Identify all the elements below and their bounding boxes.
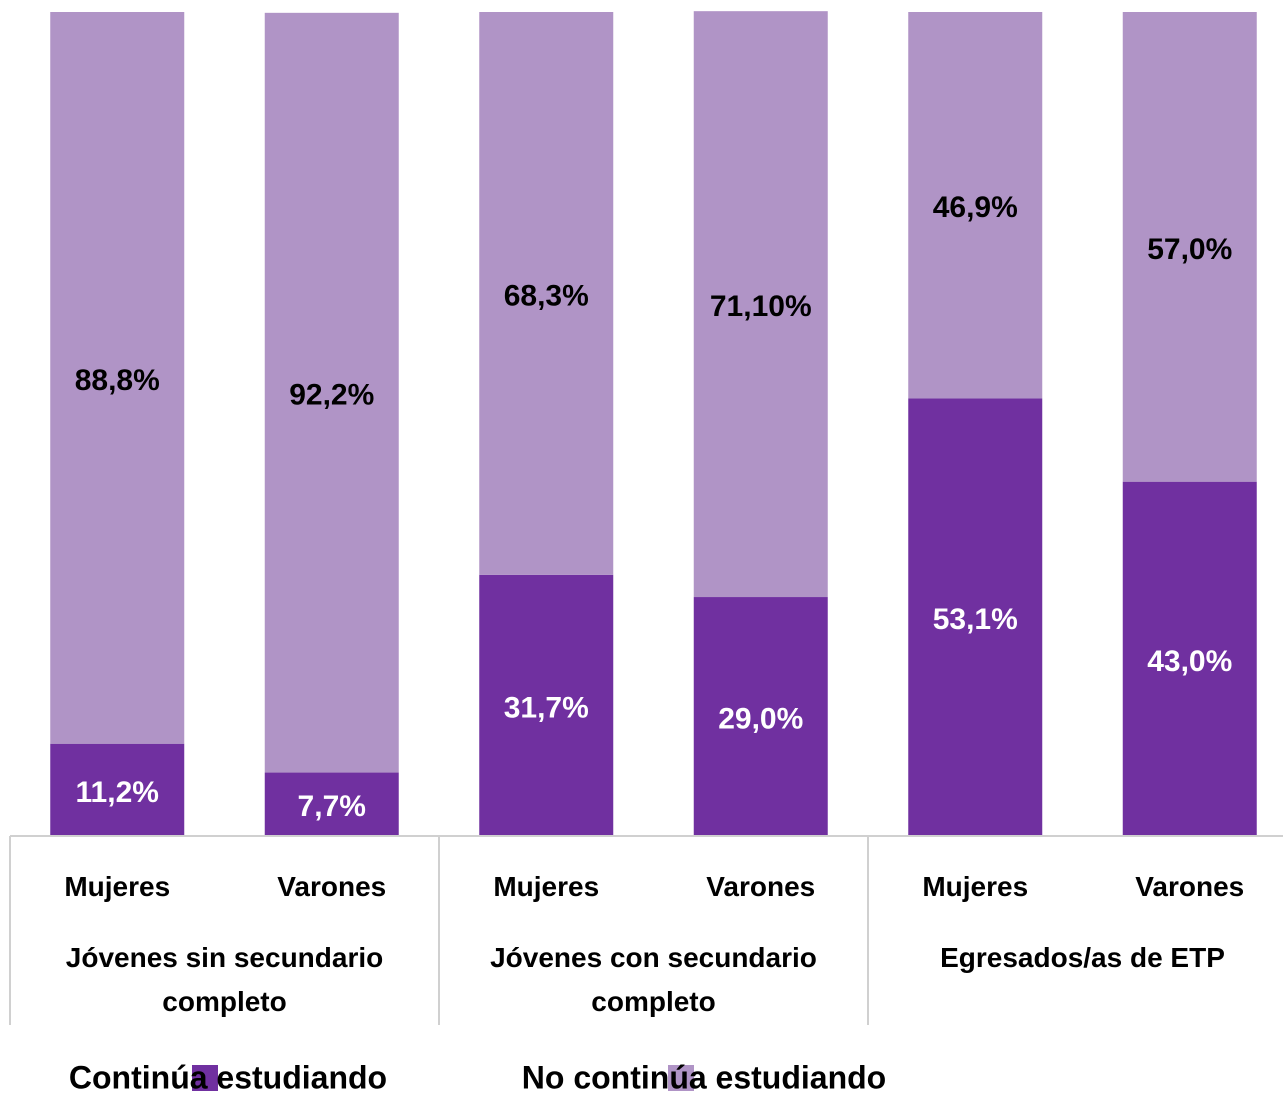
category-label: Mujeres bbox=[922, 871, 1029, 902]
data-label: 57,0% bbox=[1147, 233, 1232, 266]
group-label: Egresados/as de ETP bbox=[940, 942, 1225, 973]
data-label: 31,7% bbox=[504, 691, 589, 724]
group-label: Jóvenes con secundario completo bbox=[490, 942, 817, 1017]
bar-segment bbox=[479, 574, 614, 836]
category-label: Varones bbox=[1135, 871, 1245, 902]
bar-segment bbox=[908, 12, 1043, 399]
data-label: 29,0% bbox=[718, 702, 803, 735]
bar-segment bbox=[479, 12, 614, 575]
legend-label: No continúa estudiando bbox=[522, 1059, 886, 1095]
category-label: Mujeres bbox=[64, 871, 171, 902]
data-label: 46,9% bbox=[933, 191, 1018, 224]
bar-segment bbox=[50, 743, 185, 836]
legend-swatch bbox=[192, 1065, 218, 1091]
data-label: 7,7% bbox=[298, 790, 366, 823]
legend-label: Continúa estudiando bbox=[69, 1059, 387, 1095]
data-label: 43,0% bbox=[1147, 645, 1232, 678]
bar-segment bbox=[1122, 12, 1257, 482]
category-label: Varones bbox=[706, 871, 816, 902]
data-label: 92,2% bbox=[289, 379, 374, 412]
bar-segment bbox=[264, 772, 399, 836]
data-label: 53,1% bbox=[933, 603, 1018, 636]
bar-segment bbox=[693, 11, 828, 598]
category-label: Mujeres bbox=[493, 871, 600, 902]
legend-swatch bbox=[668, 1065, 694, 1091]
bar-segment bbox=[693, 597, 828, 836]
bar-segment bbox=[908, 398, 1043, 836]
data-label: 68,3% bbox=[504, 279, 589, 312]
category-label: Varones bbox=[277, 871, 387, 902]
bar-segment bbox=[50, 12, 185, 744]
data-label: 88,8% bbox=[75, 364, 160, 397]
group-label: Jóvenes sin secundario completo bbox=[65, 942, 384, 1017]
data-label: 11,2% bbox=[76, 776, 159, 809]
bar-segment bbox=[264, 12, 399, 773]
bar-segment bbox=[1122, 481, 1257, 836]
data-label: 71,10% bbox=[710, 290, 812, 323]
